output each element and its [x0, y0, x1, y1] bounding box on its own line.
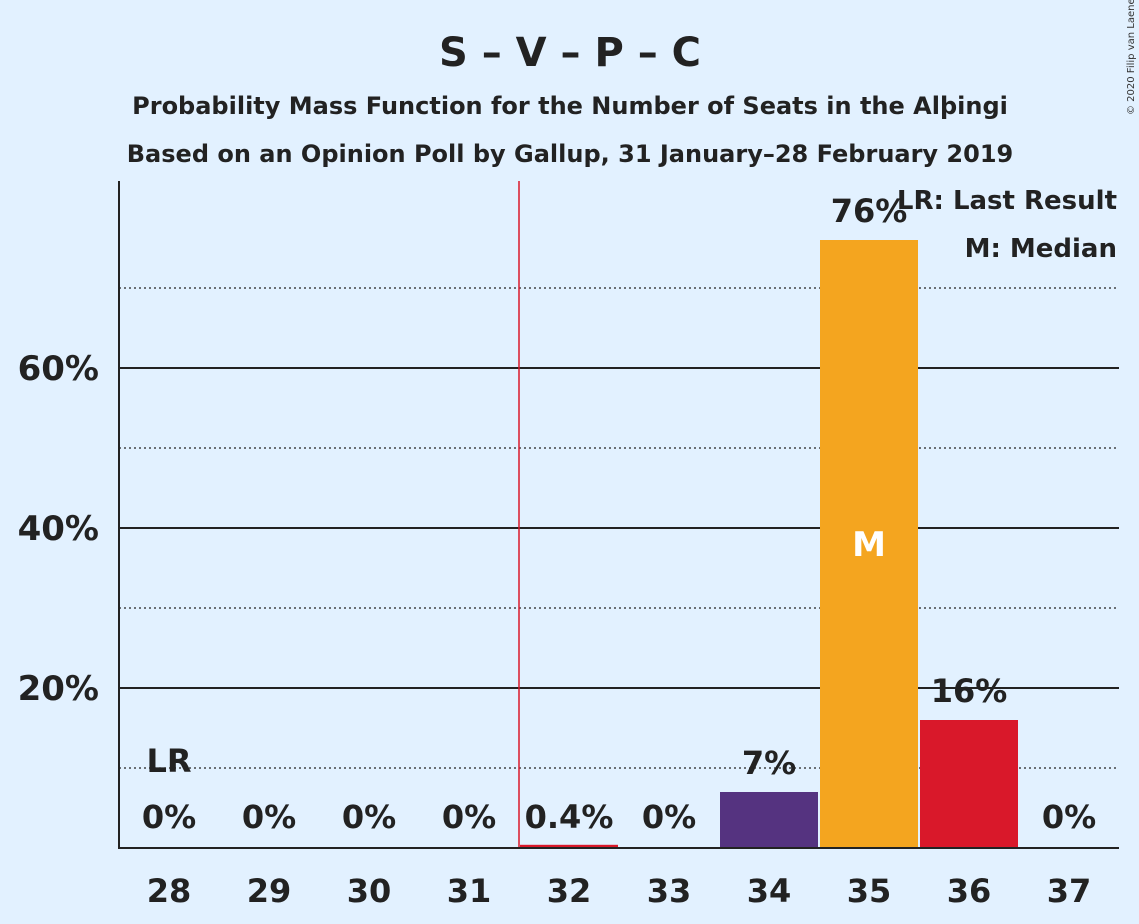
bar-seats-36: [920, 720, 1018, 848]
bars-layer: [520, 240, 1018, 848]
value-label-32: 0.4%: [525, 798, 614, 836]
labels-layer: 0% LR 0% 0% 0% 0.4% 0% 7% 76% M 16% 0%: [142, 192, 1096, 836]
bar-seats-32: [520, 844, 618, 848]
x-tick-label-30: 30: [347, 872, 392, 910]
grid-layer: [119, 287, 1119, 769]
x-tick-label-33: 33: [647, 872, 692, 910]
value-label-28: 0%: [142, 798, 196, 836]
x-tick-label-37: 37: [1047, 872, 1092, 910]
x-tick-label-28: 28: [147, 872, 192, 910]
chart-subtitle-2: Based on an Opinion Poll by Gallup, 31 J…: [127, 140, 1013, 168]
chart-title: S – V – P – C: [439, 30, 701, 76]
value-label-29: 0%: [242, 798, 296, 836]
median-marker: M: [852, 525, 886, 565]
y-tick-label-40: 40%: [18, 509, 99, 549]
chart-subtitle-1: Probability Mass Function for the Number…: [132, 92, 1008, 120]
value-label-33: 0%: [642, 798, 696, 836]
x-tick-label-35: 35: [847, 872, 892, 910]
x-tick-label-36: 36: [947, 872, 992, 910]
value-label-30: 0%: [342, 798, 396, 836]
x-tick-label-29: 29: [247, 872, 292, 910]
axis-layer: 20% 40% 60% 28 29 30 31 32 33 34 35 36 37: [18, 181, 1119, 910]
x-tick-label-31: 31: [447, 872, 492, 910]
value-label-34: 7%: [742, 744, 796, 782]
last-result-marker: LR: [146, 742, 191, 780]
value-label-31: 0%: [442, 798, 496, 836]
x-tick-label-32: 32: [547, 872, 592, 910]
bar-seats-34: [720, 792, 818, 848]
value-label-37: 0%: [1042, 798, 1096, 836]
copyright-note: © 2020 Filip van Laenen: [1126, 0, 1137, 115]
legend-median: M: Median: [965, 234, 1117, 264]
legend-last-result: LR: Last Result: [897, 186, 1117, 216]
x-tick-label-34: 34: [747, 872, 792, 910]
value-label-36: 16%: [931, 672, 1008, 710]
value-label-35: 76%: [831, 192, 908, 230]
y-tick-label-60: 60%: [18, 349, 99, 389]
bar-seats-35: [820, 240, 918, 848]
y-tick-label-20: 20%: [18, 669, 99, 709]
